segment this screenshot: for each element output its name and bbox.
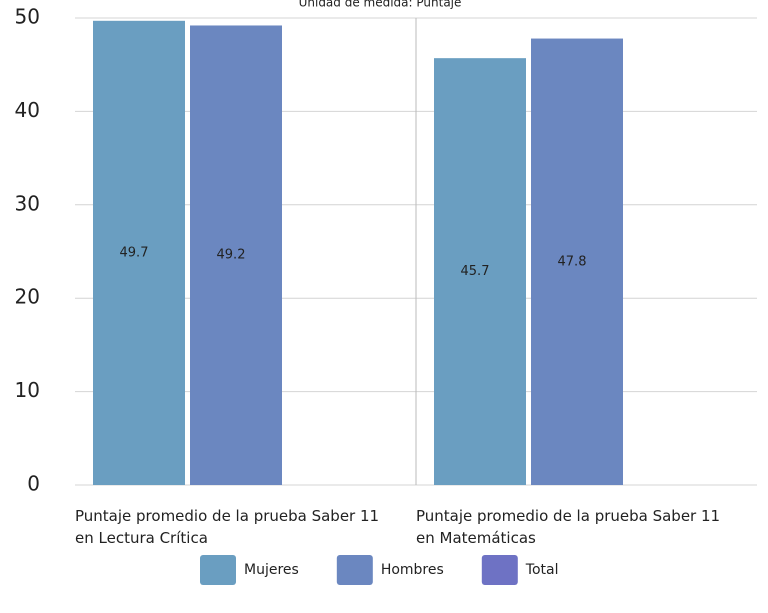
chart-subtitle: Unidad de medida: Puntaje bbox=[299, 0, 462, 10]
bar bbox=[434, 58, 526, 486]
y-tick-label: 30 bbox=[15, 191, 40, 215]
bar bbox=[93, 20, 185, 485]
legend-label: Total bbox=[525, 562, 559, 578]
y-tick-label: 40 bbox=[15, 98, 40, 122]
bar bbox=[190, 25, 282, 486]
y-tick-label: 0 bbox=[27, 472, 40, 496]
legend-label: Mujeres bbox=[244, 562, 299, 578]
y-tick-label: 50 bbox=[15, 5, 40, 29]
x-tick-label: Puntaje promedio de la prueba Saber 11 e… bbox=[75, 507, 380, 547]
legend-swatch bbox=[336, 555, 373, 585]
data-label: 45.7 bbox=[461, 264, 490, 279]
y-tick-label: 10 bbox=[15, 378, 40, 402]
legend-swatch bbox=[481, 555, 518, 585]
data-label: 47.8 bbox=[558, 254, 587, 269]
legend-label: Hombres bbox=[381, 562, 444, 578]
data-label: 49.7 bbox=[120, 245, 149, 260]
data-label: 49.2 bbox=[217, 248, 246, 263]
legend-swatch bbox=[200, 555, 236, 585]
bar bbox=[531, 38, 623, 485]
y-tick-label: 20 bbox=[15, 285, 40, 309]
x-tick-label: Puntaje promedio de la prueba Saber 11 e… bbox=[416, 507, 721, 547]
